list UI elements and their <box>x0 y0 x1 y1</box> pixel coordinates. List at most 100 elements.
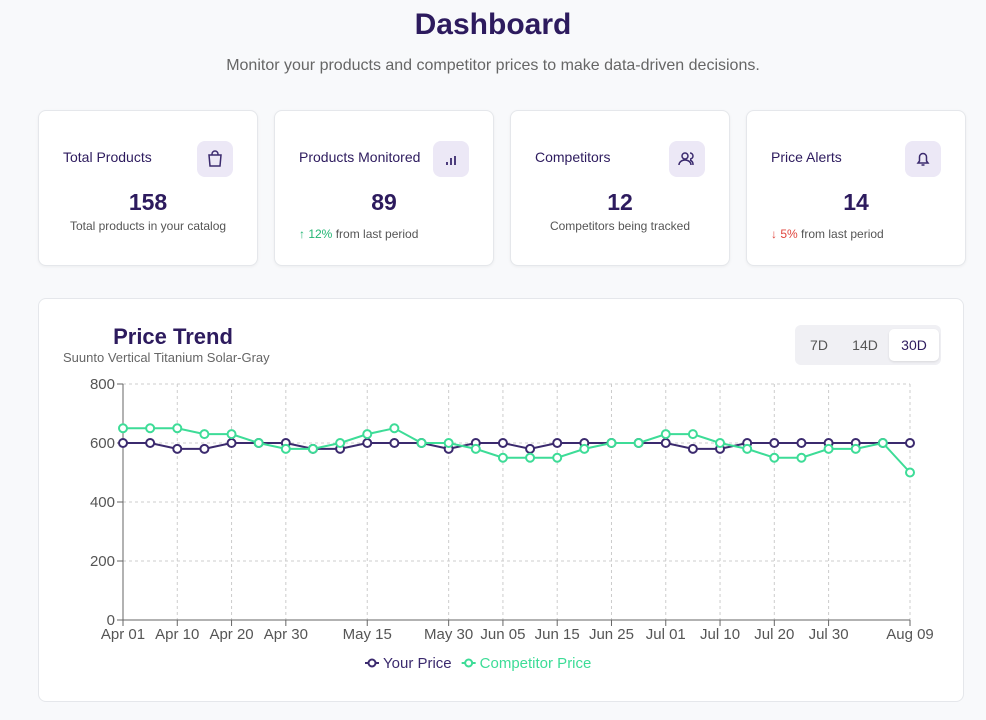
series-line <box>123 442 910 450</box>
point <box>579 443 590 454</box>
card-icon <box>669 141 705 177</box>
x-tick-label: Jul 30 <box>809 626 849 643</box>
card-note: Competitors being tracked <box>549 219 691 233</box>
point <box>389 438 400 448</box>
card-change-row: ↓ 5% from last period <box>771 227 884 241</box>
card-icon <box>433 141 469 177</box>
point <box>606 438 617 448</box>
x-tick-label: Aug 09 <box>886 626 934 643</box>
point <box>280 443 291 454</box>
range-button[interactable]: 7D <box>810 337 828 353</box>
x-tick-label: Jul 10 <box>700 626 740 643</box>
point <box>443 438 454 448</box>
card-value: 12 <box>607 189 633 215</box>
point <box>145 423 156 434</box>
point <box>525 443 536 454</box>
point <box>118 423 128 434</box>
card-title: Competitors <box>535 149 611 165</box>
point <box>335 438 346 448</box>
chart-card: 7D 14D 30D Price Trend Suunto Vertical Tita… <box>38 298 964 702</box>
card-change: ↓ 5% <box>771 227 798 241</box>
card-icon <box>905 141 941 177</box>
y-tick-label: 600 <box>90 435 115 452</box>
point <box>172 423 183 434</box>
point <box>905 467 915 478</box>
card-note: Total products in your catalog <box>69 219 227 233</box>
point <box>823 443 834 454</box>
legend-label: Your Price <box>383 655 452 672</box>
point <box>715 438 726 448</box>
card-change-row: ↑ 12% from last period <box>299 227 418 241</box>
series-line <box>123 427 911 474</box>
y-tick-label: 200 <box>90 553 115 570</box>
page-subtitle: Monitor your products and competitor pri… <box>226 57 760 74</box>
point <box>905 438 915 448</box>
legend-marker <box>367 658 377 668</box>
point <box>877 438 888 448</box>
point <box>199 443 210 454</box>
point <box>687 443 698 454</box>
point <box>796 452 807 463</box>
stat-card: Products Monitored 89 ↑ 12% from last peri… <box>274 110 494 266</box>
icon <box>446 156 456 165</box>
stat-card: Competitors 12 Competitors being tracked <box>510 110 730 266</box>
point <box>226 429 237 440</box>
point <box>470 443 481 454</box>
point <box>660 429 671 440</box>
point <box>416 438 427 448</box>
card-icon <box>197 141 233 177</box>
x-tick-label: Jun 25 <box>589 626 634 643</box>
stat-card: Total Products 158 Total products in your … <box>38 110 258 266</box>
point <box>253 438 264 448</box>
point <box>199 429 210 440</box>
point <box>525 452 536 463</box>
point <box>769 452 780 463</box>
point <box>742 443 753 454</box>
point <box>389 423 400 434</box>
point <box>552 452 563 463</box>
point <box>660 438 671 448</box>
x-tick-label: Apr 10 <box>155 626 199 643</box>
range-button[interactable]: 14D <box>852 337 878 353</box>
point <box>769 438 780 448</box>
point <box>497 452 508 463</box>
x-tick-label: Apr 30 <box>264 626 308 643</box>
point <box>796 438 807 448</box>
x-tick-label: Jul 20 <box>754 626 794 643</box>
range-buttons: 7D 14D 30D <box>795 325 941 365</box>
point <box>362 429 373 440</box>
y-tick-label: 0 <box>107 612 115 629</box>
y-tick-label: 800 <box>90 376 115 393</box>
legend-label: Competitor Price <box>480 655 592 672</box>
card-note: from last period <box>801 227 884 241</box>
x-tick-label: May 15 <box>343 626 392 643</box>
x-tick-label: May 30 <box>424 626 473 643</box>
card-note: from last period <box>335 227 419 241</box>
page-title: Dashboard <box>414 8 572 41</box>
point <box>552 438 563 448</box>
point <box>687 429 698 440</box>
x-tick-label: Jun 15 <box>535 626 580 643</box>
y-tick-label: 400 <box>90 494 115 511</box>
card-title: Products Monitored <box>299 149 421 165</box>
stat-card: Price Alerts 14 ↓ 5% from last period <box>746 110 966 266</box>
x-tick-label: Jun 05 <box>480 626 525 643</box>
point <box>307 443 318 454</box>
point <box>172 443 183 454</box>
card-value: 158 <box>128 189 168 215</box>
point <box>226 438 237 448</box>
point <box>118 438 128 448</box>
icon <box>678 152 694 166</box>
x-tick-label: Jul 01 <box>646 626 686 643</box>
range-button[interactable]: 30D <box>889 329 939 361</box>
point <box>362 438 373 448</box>
card-change: ↑ 12% <box>299 227 333 241</box>
icon <box>916 152 930 166</box>
legend-marker <box>464 658 474 668</box>
point <box>633 438 644 448</box>
x-tick-label: Apr 01 <box>101 626 145 643</box>
point <box>497 438 508 448</box>
card-value: 89 <box>371 189 397 215</box>
